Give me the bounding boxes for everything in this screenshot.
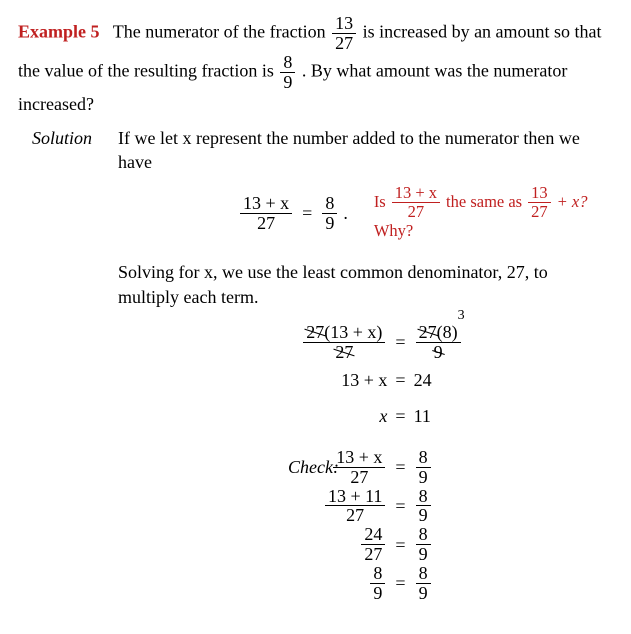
check-4: 8 9 = 8 9 <box>118 564 613 603</box>
check-1: Check: 13 + x 27 = 8 9 <box>118 448 613 487</box>
problem-text-1: The numerator of the fraction <box>113 22 330 42</box>
lcd-text: Solving for x, we use the least common d… <box>118 260 613 309</box>
cancel-27-c: 27 <box>419 323 437 342</box>
step-3: x = 11 <box>118 398 613 434</box>
main-equation: 13 + x 27 = 8 9 . <box>238 194 348 233</box>
fraction-13-27: 13 27 <box>332 14 356 53</box>
example-label: Example 5 <box>18 22 100 42</box>
check2-rhs: 8 9 <box>416 487 431 526</box>
equals-sign: = <box>395 404 405 428</box>
aside-text-1: Is <box>374 191 386 213</box>
equals-sign: = <box>395 455 405 479</box>
main-eq-lhs: 13 + x 27 <box>240 194 292 233</box>
equals-sign: = <box>395 533 405 557</box>
check3-rhs: 8 9 <box>416 525 431 564</box>
equals-sign: = <box>395 494 405 518</box>
check1-lhs: 13 + x 27 <box>333 448 385 487</box>
check2-lhs: 13 + 11 27 <box>325 487 385 526</box>
solution-label: Solution <box>18 126 118 150</box>
check-label: Check: <box>288 455 339 479</box>
equals-sign: = <box>395 330 405 354</box>
equals-sign: = <box>395 368 405 392</box>
cancel-result-3: 3 <box>458 309 465 324</box>
step1-lhs: 27(13 + x) 27 <box>303 323 385 362</box>
check3-lhs: 24 27 <box>361 525 385 564</box>
aside-why: Why? <box>374 220 588 242</box>
aside-text-2: the same as <box>446 191 522 213</box>
cancel-27-b: 27 <box>335 343 353 362</box>
solution-intro: If we let x represent the number added t… <box>118 126 613 175</box>
equals-sign: = <box>302 201 312 225</box>
step1-rhs: 3 27(8) 9 <box>416 323 461 362</box>
step-2: 13 + x = 24 <box>118 362 613 398</box>
aside-question: Is 13 + x 27 the same as 13 27 + x? Why? <box>374 184 588 242</box>
check4-rhs: 8 9 <box>416 564 431 603</box>
check-3: 24 27 = 8 9 <box>118 525 613 564</box>
main-equation-row: 13 + x 27 = 8 9 . Is 13 + x 27 the s <box>118 184 613 242</box>
check-2: 13 + 11 27 = 8 9 <box>118 487 613 526</box>
step-1: 27(13 + x) 27 = 3 27(8) 9 <box>118 323 613 362</box>
fraction-8-9: 8 9 <box>280 53 295 92</box>
equals-sign: = <box>395 571 405 595</box>
aside-text-3: + x? <box>557 191 588 213</box>
check4-lhs: 8 9 <box>370 564 385 603</box>
problem-statement: Example 5 The numerator of the fraction … <box>18 14 613 116</box>
solution-block: Solution If we let x represent the numbe… <box>18 126 613 603</box>
main-eq-punct: . <box>343 201 348 225</box>
aside-frac-b: 13 27 <box>528 184 551 220</box>
work-block: 27(13 + x) 27 = 3 27(8) 9 <box>118 323 613 603</box>
cancel-27-a: 27 <box>306 323 324 342</box>
cancel-9: 9 <box>434 343 443 362</box>
check1-rhs: 8 9 <box>416 448 431 487</box>
aside-frac-a: 13 + x 27 <box>392 184 440 220</box>
main-eq-rhs: 8 9 <box>322 194 337 233</box>
